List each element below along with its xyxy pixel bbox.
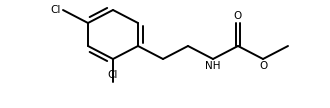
Text: Cl: Cl [50,5,61,15]
Text: NH: NH [205,61,221,71]
Text: O: O [234,11,242,21]
Text: Cl: Cl [108,70,118,80]
Text: O: O [259,61,267,71]
